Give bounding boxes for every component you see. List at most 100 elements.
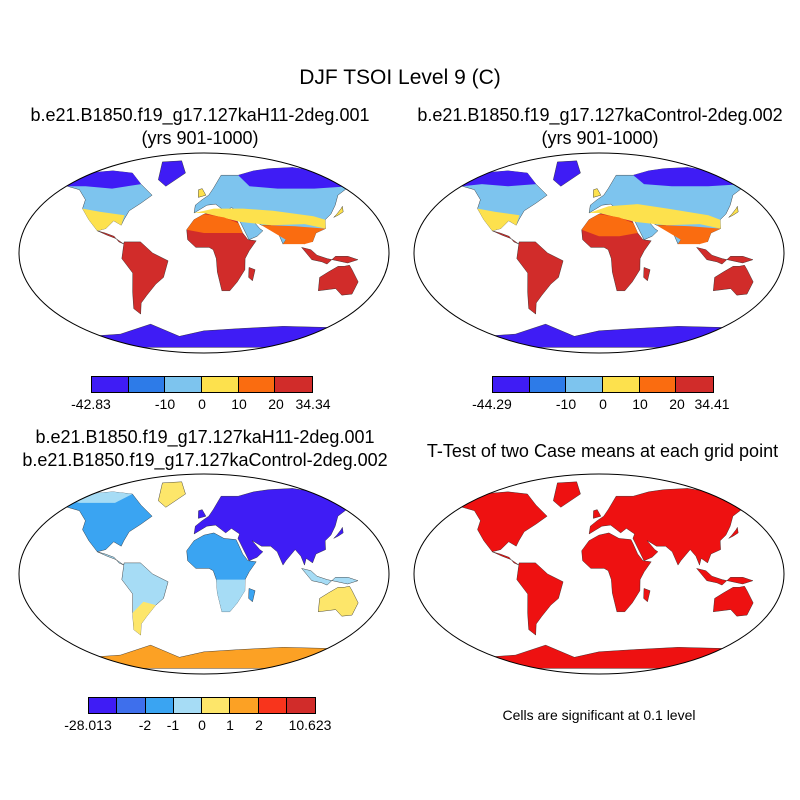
land-uk — [593, 509, 602, 519]
map-outline — [18, 152, 390, 354]
panel-title-bottom-left-line1: b.e21.B1850.f19_g17.127kaH11-2deg.001 — [35, 427, 375, 447]
colorbar-swatch — [602, 377, 640, 392]
colorbar-swatch — [286, 698, 315, 713]
colorbar-label: 10 — [632, 396, 648, 412]
colorbar-bottom-left — [88, 697, 316, 714]
colorbar-swatch — [128, 377, 166, 392]
land-australia — [713, 585, 754, 617]
temperature-band-na-cold — [455, 170, 536, 187]
land-madagascar — [248, 588, 256, 603]
panel-title-bottom-left-line2: b.e21.B1850.f19_g17.127kaControl-2deg.00… — [22, 450, 388, 470]
colorbar-swatch — [676, 377, 713, 392]
land-japan — [333, 526, 344, 539]
temperature-band-eu-hot — [656, 225, 721, 245]
land-indonesia — [301, 247, 359, 265]
land-antarctica — [49, 323, 359, 348]
colorbar-swatch — [493, 377, 530, 392]
land-centralAmerica — [492, 551, 520, 566]
map-outline — [18, 473, 390, 675]
land-northAmerica — [450, 491, 548, 553]
land-uk — [198, 509, 207, 519]
land-japan — [728, 526, 739, 539]
panel-title-top-left-line1: b.e21.B1850.f19_g17.127kaH11-2deg.001 — [30, 105, 370, 125]
colorbar-label: 20 — [268, 396, 284, 412]
colorbar-top-right — [492, 376, 714, 393]
land-madagascar — [643, 588, 651, 603]
colorbar-label: 0 — [198, 396, 206, 412]
colorbar-swatch — [529, 377, 567, 392]
map-top-left — [18, 152, 390, 354]
map-outline — [413, 473, 785, 675]
colorbar-label: -10 — [154, 396, 176, 412]
temperature-band-na-warm — [82, 208, 125, 231]
map-bottom-left — [18, 473, 390, 675]
land-australia — [318, 264, 359, 296]
colorbar-swatch — [201, 377, 239, 392]
figure-title: DJF TSOI Level 9 (C) — [299, 66, 501, 89]
land-antarctica — [49, 644, 359, 669]
colorbar-swatch — [173, 698, 202, 713]
colorbar-swatch — [258, 698, 287, 713]
colorbar-label: -10 — [555, 396, 577, 412]
temperature-band-eu-cold — [633, 167, 751, 187]
colorbar-swatch — [145, 698, 174, 713]
land-uk — [593, 188, 602, 198]
colorbar-top-left — [91, 376, 313, 393]
colorbar-swatch — [275, 377, 312, 392]
map-outline — [413, 152, 785, 354]
temperature-band-eu-hot — [261, 225, 326, 245]
panel-title-top-right-line2: (yrs 901-1000) — [541, 128, 659, 148]
temperature-band-af-south — [216, 579, 246, 612]
land-southAmerica — [516, 241, 564, 315]
colorbar-label: 34.41 — [694, 396, 730, 412]
colorbar-label: -2 — [138, 717, 152, 733]
temperature-band-na-cold — [60, 170, 142, 189]
colorbar-swatch — [566, 377, 603, 392]
colorbar-swatch — [639, 377, 677, 392]
colorbar-swatch — [89, 698, 118, 713]
colorbar-label: -44.29 — [472, 396, 512, 412]
land-eurasia — [588, 488, 758, 566]
colorbar-swatch — [202, 698, 231, 713]
land-eurasia — [193, 488, 363, 566]
land-uk — [198, 188, 207, 198]
colorbar-label: -1 — [166, 717, 180, 733]
colorbar-label: 34.34 — [295, 396, 331, 412]
land-madagascar — [643, 267, 651, 282]
colorbar-label: -28.013 — [64, 717, 112, 733]
colorbar-swatch — [92, 377, 129, 392]
land-centralAmerica — [492, 230, 520, 245]
land-indonesia — [696, 247, 754, 265]
land-japan — [728, 205, 739, 218]
temperature-band-af-hot — [186, 214, 243, 233]
panel-title-top-left-line2: (yrs 901-1000) — [141, 128, 259, 148]
temperature-band-eu-cold — [238, 167, 356, 189]
colorbar-label: 10 — [231, 396, 247, 412]
temperature-band-af-hot — [581, 214, 638, 237]
land-australia — [318, 585, 359, 617]
land-greenland — [553, 481, 581, 508]
map-bottom-right — [413, 473, 785, 675]
colorbar-label: 0 — [599, 396, 607, 412]
colorbar-label: -42.83 — [71, 396, 111, 412]
colorbar-label: 1 — [226, 717, 234, 733]
temperature-band-na-warm — [477, 208, 520, 231]
map-top-right — [413, 152, 785, 354]
panel-title-bottom-right: T-Test of two Case means at each grid po… — [426, 441, 779, 461]
colorbar-swatch — [165, 377, 202, 392]
colorbar-swatch — [117, 698, 146, 713]
land-southAmerica — [121, 562, 169, 636]
land-southAmerica — [516, 562, 564, 636]
land-northAmerica — [55, 491, 153, 553]
land-madagascar — [248, 267, 256, 282]
land-australia — [713, 264, 754, 296]
land-africa — [581, 532, 652, 613]
land-greenland — [158, 160, 186, 187]
colorbar-label: 0 — [198, 717, 206, 733]
colorbar-label: 2 — [255, 717, 263, 733]
land-southAmerica — [121, 241, 169, 315]
land-greenland — [553, 160, 581, 187]
colorbar-label: 10.623 — [288, 717, 332, 733]
colorbar-label: 20 — [669, 396, 685, 412]
land-centralAmerica — [97, 551, 125, 566]
